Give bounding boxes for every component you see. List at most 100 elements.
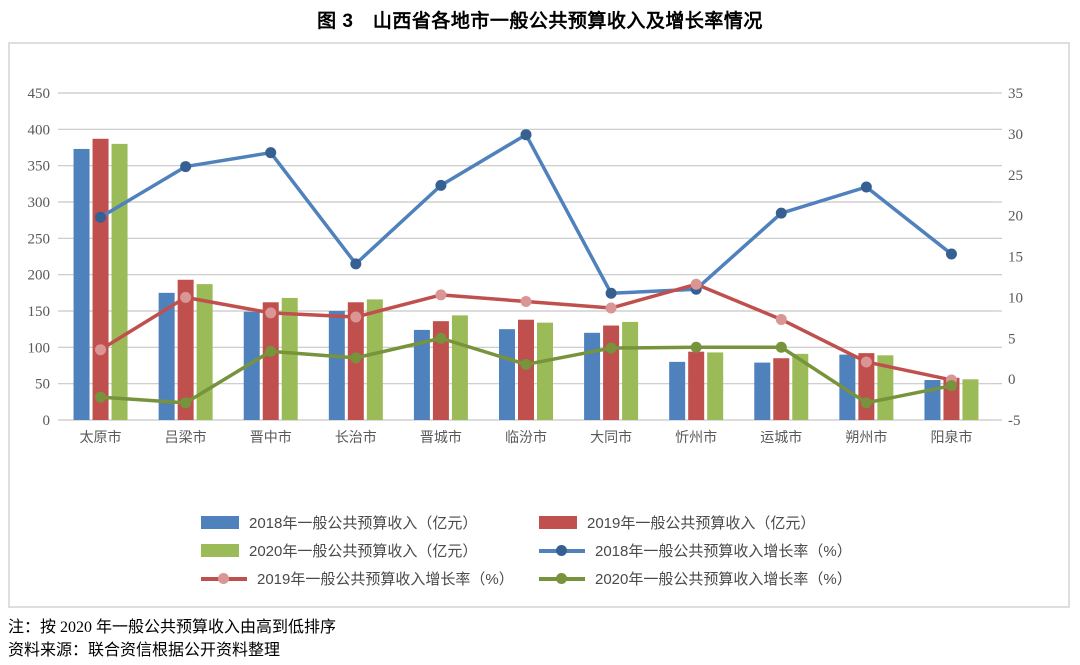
bar-series1-运城市 — [773, 358, 790, 420]
legend-item-2020-revenue: 2020年一般公共预算收入（亿元） — [201, 540, 539, 561]
marker-series0-临汾市 — [520, 129, 532, 141]
bar-series0-长治市 — [328, 311, 345, 420]
right-axis-tick-label: 10 — [1008, 290, 1023, 306]
marker-series0-太原市 — [95, 211, 107, 223]
legend-label: 2019年一般公共预算收入增长率（%） — [257, 571, 514, 588]
bar-series2-吕梁市 — [196, 284, 213, 420]
legend-item-2018-revenue: 2018年一般公共预算收入（亿元） — [201, 512, 539, 533]
bar-series0-晋中市 — [243, 311, 260, 420]
bar-series2-临汾市 — [537, 322, 553, 420]
marker-series2-临汾市 — [520, 358, 532, 370]
marker-series0-晋中市 — [265, 147, 277, 159]
bar-series2-长治市 — [366, 299, 383, 420]
right-axis-tick-label: 25 — [1008, 168, 1023, 184]
marker-series0-吕梁市 — [180, 161, 192, 173]
x-axis-label: 大同市 — [590, 429, 632, 445]
left-axis-tick-label: 100 — [28, 340, 51, 356]
marker-series1-大同市 — [605, 302, 617, 314]
marker-series2-运城市 — [775, 341, 787, 353]
legend-row: 2020年一般公共预算收入（亿元） 2018年一般公共预算收入增长率（%） — [201, 540, 877, 561]
bar-series1-大同市 — [603, 325, 620, 420]
marker-series2-大同市 — [605, 342, 617, 354]
right-axis-tick-label: 35 — [1008, 86, 1023, 102]
source-note: 资料来源：联合资信根据公开资料整理 — [8, 642, 281, 659]
bar-series1-晋中市 — [262, 302, 279, 420]
marker-series1-长治市 — [350, 311, 362, 323]
marker-series2-晋中市 — [265, 345, 277, 357]
left-axis-tick-label: 50 — [35, 377, 50, 393]
bar-series1-晋城市 — [432, 321, 449, 420]
right-axis-tick-label: 30 — [1008, 127, 1023, 143]
legend-label: 2018年一般公共预算收入（亿元） — [249, 515, 478, 532]
legend-swatch-line-2019 — [201, 572, 247, 585]
marker-series1-太原市 — [95, 344, 107, 356]
legend-row: 2018年一般公共预算收入（亿元） 2019年一般公共预算收入（亿元） — [201, 512, 877, 533]
marker-series1-吕梁市 — [180, 291, 192, 303]
marker-series2-朔州市 — [860, 397, 872, 409]
bar-series0-太原市 — [73, 148, 90, 420]
marker-series1-运城市 — [775, 313, 787, 325]
right-axis-tick-label: -5 — [1008, 413, 1021, 429]
chart-legend: 2018年一般公共预算收入（亿元） 2019年一般公共预算收入（亿元） 2020… — [10, 512, 1068, 589]
legend-label: 2018年一般公共预算收入增长率（%） — [595, 543, 852, 560]
left-axis-tick-label: 300 — [28, 195, 51, 211]
legend-item-2020-growth: 2020年一般公共预算收入增长率（%） — [539, 568, 877, 589]
x-axis-label: 运城市 — [760, 429, 802, 445]
legend-item-2018-growth: 2018年一般公共预算收入增长率（%） — [539, 540, 877, 561]
bar-series0-朔州市 — [839, 354, 856, 420]
marker-series2-忻州市 — [690, 341, 702, 353]
bar-series0-阳泉市 — [924, 380, 941, 420]
left-axis-tick-label: 400 — [28, 122, 51, 138]
x-axis-label: 忻州市 — [675, 429, 717, 445]
bar-series2-阳泉市 — [962, 379, 979, 420]
marker-series0-运城市 — [775, 207, 787, 219]
marker-series0-朔州市 — [860, 181, 872, 193]
marker-series1-晋城市 — [435, 289, 447, 301]
marker-series2-阳泉市 — [945, 380, 957, 392]
marker-series1-晋中市 — [265, 307, 277, 319]
x-axis-label: 长治市 — [335, 429, 377, 445]
bar-series2-太原市 — [111, 143, 128, 420]
bar-series0-吕梁市 — [158, 292, 175, 420]
x-axis-label: 吕梁市 — [165, 429, 207, 445]
legend-label: 2020年一般公共预算收入增长率（%） — [595, 571, 852, 588]
bar-series0-晋城市 — [413, 329, 430, 420]
marker-series2-太原市 — [95, 391, 107, 403]
legend-label: 2020年一般公共预算收入（亿元） — [249, 543, 478, 560]
x-axis-label: 晋城市 — [420, 429, 462, 445]
left-axis-tick-label: 250 — [28, 231, 51, 247]
legend-swatch-bar-2020 — [201, 544, 239, 557]
x-axis-label: 朔州市 — [845, 429, 887, 445]
legend-swatch-bar-2018 — [201, 516, 239, 529]
right-axis-tick-label: 5 — [1008, 331, 1016, 347]
left-axis-tick-label: 0 — [43, 413, 51, 429]
chart-title: 图 3 山西省各地市一般公共预算收入及增长率情况 — [317, 11, 763, 32]
sort-note: 注：按 2020 年一般公共预算收入由高到低排序 — [8, 619, 337, 636]
bar-series0-大同市 — [584, 332, 601, 420]
left-axis-tick-label: 200 — [28, 268, 51, 284]
legend-row: 2019年一般公共预算收入增长率（%） 2020年一般公共预算收入增长率（%） — [201, 568, 877, 589]
bar-series2-朔州市 — [877, 355, 894, 420]
chart-footnotes: 注：按 2020 年一般公共预算收入由高到低排序 资料来源：联合资信根据公开资料… — [8, 616, 336, 662]
legend-item-2019-growth: 2019年一般公共预算收入增长率（%） — [201, 568, 539, 589]
bar-series2-大同市 — [622, 321, 639, 420]
x-axis-label: 临汾市 — [505, 429, 547, 445]
x-axis-label: 太原市 — [80, 429, 122, 445]
legend-swatch-bar-2019 — [539, 516, 577, 529]
marker-series2-晋城市 — [435, 332, 447, 344]
left-axis-tick-label: 350 — [28, 159, 51, 175]
marker-series1-临汾市 — [520, 295, 532, 307]
marker-series1-朔州市 — [860, 356, 872, 368]
x-axis-label: 晋中市 — [250, 429, 292, 445]
x-axis-label: 阳泉市 — [930, 429, 972, 445]
bar-series1-忻州市 — [688, 351, 705, 420]
bar-series2-晋中市 — [281, 297, 298, 420]
legend-item-2019-revenue: 2019年一般公共预算收入（亿元） — [539, 512, 877, 533]
bar-series0-忻州市 — [669, 361, 686, 420]
marker-series0-晋城市 — [435, 179, 447, 191]
bar-series2-忻州市 — [707, 352, 724, 420]
marker-series0-大同市 — [605, 287, 617, 299]
right-axis-tick-label: 0 — [1008, 372, 1016, 388]
marker-series0-长治市 — [350, 258, 362, 270]
bar-series2-晋城市 — [451, 315, 468, 420]
